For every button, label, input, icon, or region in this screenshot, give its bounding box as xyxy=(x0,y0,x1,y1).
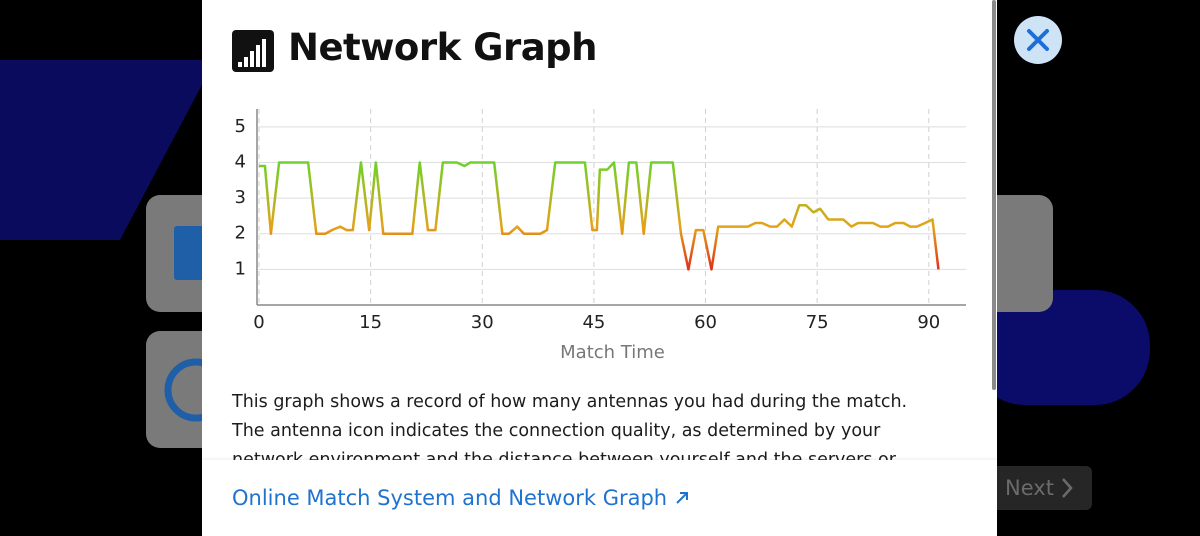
modal: Network Graph 1 2 3 4 5 0 15 30 45 60 75 90 Match Ti… xyxy=(202,0,997,536)
x-axis-title: Match Time xyxy=(560,342,665,363)
bg-shape xyxy=(0,60,215,240)
x-tick-label: 45 xyxy=(582,312,605,333)
signal-icon xyxy=(232,30,274,72)
next-button[interactable]: Next xyxy=(997,466,1092,510)
x-tick-label: 90 xyxy=(917,312,940,333)
y-tick-label: 5 xyxy=(235,116,246,137)
x-tick-label: 60 xyxy=(694,312,717,333)
x-tick-label: 30 xyxy=(471,312,494,333)
chevron-icon xyxy=(1061,478,1073,498)
modal-footer: Online Match System and Network Graph xyxy=(202,460,997,536)
y-tick-label: 2 xyxy=(235,223,246,244)
y-tick-label: 3 xyxy=(235,187,246,208)
link-label: Online Match System and Network Graph xyxy=(232,486,668,510)
external-icon xyxy=(676,492,689,504)
next-label: Next xyxy=(1005,476,1054,500)
help-link[interactable]: Online Match System and Network Graph xyxy=(232,486,689,510)
modal-title: Network Graph xyxy=(288,26,598,69)
close-icon xyxy=(1027,29,1049,51)
data-line xyxy=(259,161,940,271)
x-tick-label: 0 xyxy=(253,312,264,333)
bg-shape xyxy=(970,290,1150,405)
y-tick-label: 1 xyxy=(235,258,246,279)
x-tick-label: 75 xyxy=(806,312,829,333)
x-tick-label: 15 xyxy=(359,312,382,333)
y-tick-label: 4 xyxy=(235,151,246,172)
scrollbar[interactable] xyxy=(992,0,996,390)
